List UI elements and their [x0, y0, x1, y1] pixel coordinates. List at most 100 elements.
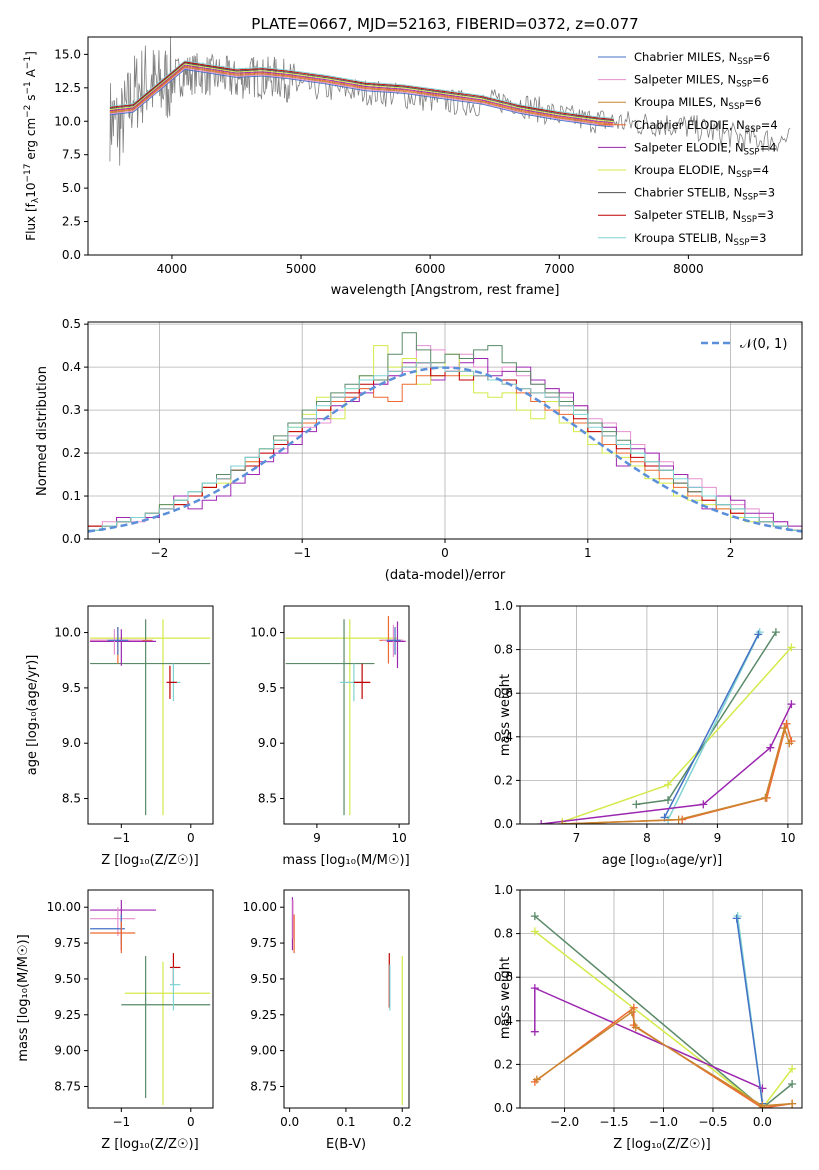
plus-marker	[632, 800, 641, 809]
y-tick-label: 9.0	[258, 736, 277, 750]
model-spectrum-line	[109, 61, 614, 120]
y-tick-label: 1.0	[494, 599, 513, 613]
massweight-age-xlabel: age [log₁₀(age/yr)]	[602, 853, 723, 868]
axes-border	[87, 605, 214, 825]
y-tick-label: 10.00	[243, 900, 277, 914]
age-z-ylabel: age [log₁₀(age/yr)]	[25, 655, 40, 776]
y-tick-label: 9.25	[250, 1008, 277, 1022]
x-tick-label: 1	[584, 546, 592, 560]
x-tick-label: −1.5	[599, 1115, 628, 1129]
axes-border	[283, 889, 410, 1109]
axes-frame: 9 10 8.5 9.0 9.5 10.0	[250, 605, 410, 845]
error-bar-point	[285, 619, 375, 816]
mass-ebv-panel: 0.0 0.1 0.2 8.75 9.00 9.25 9.50 9.75 10.00 E(B-V…	[243, 889, 412, 1152]
error-bar-point	[285, 619, 398, 816]
x-tick-label: 0	[187, 1115, 195, 1129]
error-bar-point	[124, 961, 211, 1106]
x-tick-label: 2	[727, 546, 735, 560]
age-mass-panel: 9 10 8.5 9.0 9.5 10.0 mass [log₁₀(M/M☉)]	[250, 605, 410, 868]
y-tick-label: 9.50	[54, 972, 81, 986]
axes-frame: −2 −1 0 1 2 0.0 0.1 0.2 0.3 0.4 0.5	[62, 317, 803, 560]
y-tick-label: 0.4	[494, 1014, 513, 1028]
y-tick-label: 8.5	[62, 792, 81, 806]
model-spectrum-line	[109, 67, 614, 127]
plus-marker	[788, 1099, 797, 1108]
error-bar-point	[90, 900, 157, 951]
model-spectrum-line	[109, 60, 614, 119]
y-tick-label: 0.0	[494, 1101, 513, 1115]
plus-marker	[537, 820, 546, 824]
y-tick-label: 0.8	[494, 643, 513, 657]
axes-border	[87, 889, 214, 1109]
axes-border	[87, 36, 803, 256]
y-tick-label: 9.25	[54, 1008, 81, 1022]
plus-marker	[664, 796, 673, 805]
y-tick-label: 0.4	[494, 730, 513, 744]
plot-data	[90, 619, 211, 816]
error-bar-point	[386, 621, 406, 668]
plus-marker	[732, 914, 741, 923]
plus-marker	[530, 984, 539, 993]
y-tick-label: 8.5	[258, 792, 277, 806]
axes-frame: −1 0 8.75 9.00 9.25 9.50 9.75 10.00	[47, 889, 214, 1129]
y-tick-label: 8.75	[250, 1079, 277, 1093]
x-tick-label: 0.0	[280, 1115, 299, 1129]
x-tick-label: −1.0	[649, 1115, 678, 1129]
mass-z-panel: −1 0 8.75 9.00 9.25 9.50 9.75 10.00 Z [log₁₀(Z/…	[16, 889, 214, 1152]
x-tick-label: 0.2	[393, 1115, 412, 1129]
y-tick-label: 10.00	[47, 900, 81, 914]
spectrum-panel: PLATE=0667, MJD=52163, FIBERID=0372, z=0…	[23, 15, 803, 298]
mass-weight-line	[667, 631, 761, 820]
y-tick-label: 9.00	[54, 1044, 81, 1058]
spectrum-ylabel: Flux [fλ10−17 erg cm−2 s−1 A−1]	[23, 51, 41, 241]
legend-label: Chabrier ELODIE, NSSP=4	[634, 118, 778, 135]
plus-marker	[558, 820, 567, 824]
y-tick-label: 7.5	[62, 148, 81, 162]
error-bar-point	[90, 619, 211, 816]
y-tick-label: 10.0	[54, 114, 81, 128]
x-tick-label: −2.0	[550, 1115, 579, 1129]
model-spectrum-line	[109, 68, 614, 128]
axes-frame: 7 8 9 10 0.0 0.2 0.4 0.6 0.8 1.0	[494, 599, 803, 845]
error-bar-point	[169, 953, 181, 985]
legend-label: Salpeter ELODIE, NSSP=4	[634, 140, 777, 157]
y-tick-label: 0.0	[494, 817, 513, 831]
x-tick-label: 6000	[415, 262, 446, 276]
mass-weight-line	[534, 915, 793, 1108]
plot-data	[530, 912, 797, 1108]
plus-marker	[674, 815, 683, 824]
y-tick-label: 0.0	[62, 532, 81, 546]
spectrum-legend: Chabrier MILES, NSSP=6 Salpeter MILES, NS…	[598, 50, 778, 248]
x-tick-label: 9	[714, 831, 722, 845]
y-tick-label: 15.0	[54, 47, 81, 61]
mass-z-plot-area: −1 0 8.75 9.00 9.25 9.50 9.75 10.00	[47, 889, 214, 1129]
plus-marker	[664, 780, 673, 789]
legend-label: Salpeter STELIB, NSSP=3	[634, 208, 774, 225]
x-tick-label: 5000	[286, 262, 317, 276]
plot-data	[291, 897, 403, 1106]
residuals-plot-area: −2 −1 0 1 2 0.0 0.1 0.2 0.3 0.4 0.5	[62, 317, 803, 560]
y-tick-label: 9.75	[54, 936, 81, 950]
massweight-z-xlabel: Z [log₁₀(Z/Z☉)]	[613, 1137, 710, 1152]
mass-z-ylabel: mass [log₁₀(M/M☉)]	[16, 934, 31, 1061]
massweight-age-ylabel: mass weight	[498, 674, 513, 756]
plot-data	[90, 900, 211, 1106]
error-bar-point	[386, 627, 401, 655]
axes-frame: −1 0 8.5 9.0 9.5 10.0	[54, 605, 214, 845]
grid-lines	[520, 889, 802, 1109]
x-tick-label: 8	[643, 831, 651, 845]
x-tick-label: 10	[391, 831, 406, 845]
axes-frame: 0.0 0.1 0.2 8.75 9.00 9.25 9.50 9.75 10.00	[243, 889, 412, 1129]
x-tick-label: 4000	[157, 262, 188, 276]
error-bar-point	[90, 921, 136, 954]
plus-marker	[766, 743, 775, 752]
y-tick-label: 0.4	[62, 360, 81, 374]
age-mass-plot-area: 9 10 8.5 9.0 9.5 10.0	[250, 605, 410, 845]
legend-label: Chabrier MILES, NSSP=6	[634, 50, 770, 67]
x-tick-label: −2	[151, 546, 169, 560]
mass-weight-line	[541, 703, 793, 824]
plot-data	[109, 37, 791, 166]
legend-label: Kroupa ELODIE, NSSP=4	[634, 163, 769, 180]
mass-weight-line	[534, 930, 793, 1108]
y-tick-label: 0.3	[62, 403, 81, 417]
